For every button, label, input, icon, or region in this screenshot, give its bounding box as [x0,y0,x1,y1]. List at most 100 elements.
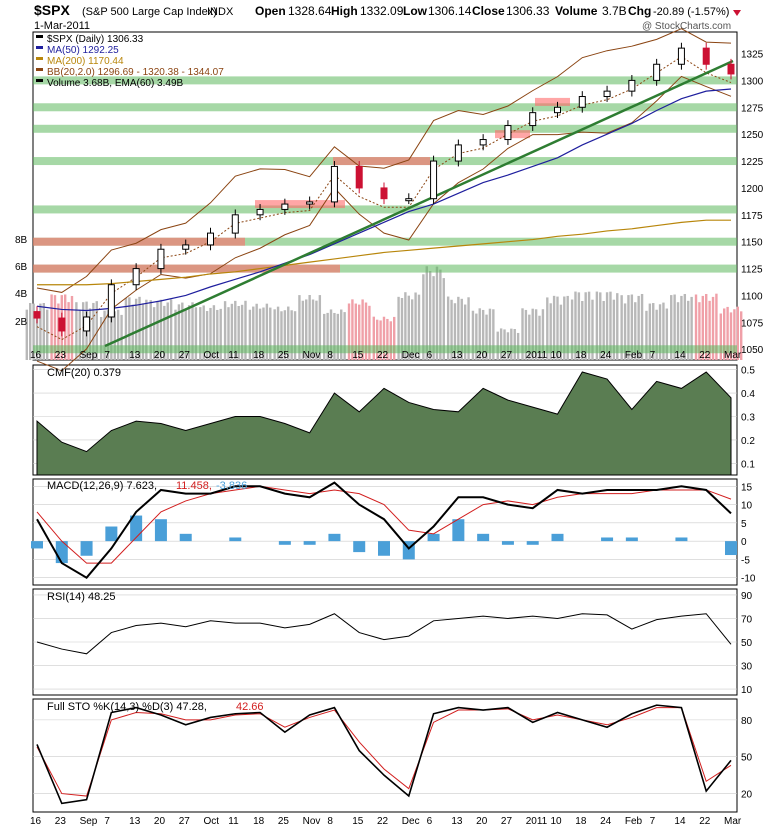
chg-value: -20.89 (-1.57%) [653,6,729,18]
volume-bar [698,302,701,360]
volume-bar [103,310,106,360]
x-tick-label: 11 [228,350,239,361]
tick-label: 20 [741,790,753,801]
volume-bar [78,309,81,360]
x-tick-label: 10 [551,816,563,827]
tick-label: 0.1 [741,459,755,470]
volume-bar [343,312,346,360]
volume-bar [581,300,584,360]
volume-bar [665,308,669,360]
legend-swatch [36,68,43,71]
volume-bar [513,329,516,360]
x-tick-label: Sep [80,350,98,361]
sto-k-line [36,704,732,805]
macd-histogram-bar [353,541,366,553]
x-tick-label: 16 [30,816,42,827]
x-tick-label: Oct [204,816,220,827]
volume-bar [676,302,680,360]
x-tick-label: 24 [600,350,612,361]
volume-bar [404,292,407,360]
volume-bar [240,304,244,360]
ma50-line [36,88,732,312]
volume-bar [634,302,637,360]
volume-bar [318,295,322,360]
candle-body [454,144,462,162]
volume-bar [326,312,329,360]
volume-bar [163,305,166,360]
macd-histogram-bar [303,541,316,545]
x-tick-label: 15 [352,350,364,361]
legend-swatch [36,57,43,60]
support-band [33,124,737,133]
volume-bar [488,308,492,360]
tick-label: 0.3 [741,412,755,423]
volume-bar [510,328,513,360]
volume-bar [658,304,662,360]
watermark: @ StockCharts.com [642,21,731,32]
x-tick-label: 20 [154,816,166,827]
volume-bar [169,299,173,360]
volume-label: Volume [555,4,598,18]
macd-histogram-bar [154,519,167,542]
candle-body [182,244,190,250]
legend-entry: $SPX (Daily) 1306.33 [47,34,144,45]
volume-bar [521,308,524,360]
volume-bar [414,292,417,360]
price-tick-label: 1175 [741,211,763,222]
x-tick-label: 24 [600,816,612,827]
volume-bar [199,307,202,360]
tick-label: 15 [741,482,753,493]
x-tick-label: Sep [80,816,98,827]
tick-label: 70 [741,614,753,625]
x-tick-label: 7 [650,350,656,361]
volume-bar [308,295,311,360]
candle-body [107,284,115,318]
volume-bar [95,301,98,360]
volume-bar [602,300,605,360]
volume-bar [591,299,594,360]
volume-tick-label: 8B [15,235,28,246]
x-tick-label: 8 [327,816,333,827]
close-value: 1306.33 [506,4,550,18]
legend-entry: Volume 3.68B, EMA(60) 3.49B [47,78,184,89]
volume-bar [255,303,258,360]
volume-bar [57,303,60,360]
volume-bar [361,299,364,360]
volume-bar [92,302,95,360]
macd-histogram-bar [80,541,93,556]
x-tick-label: 15 [352,816,364,827]
volume-bar [32,303,35,360]
macd-signal-value: 11.458, [176,480,212,492]
volume-bar [265,303,269,360]
macd-signal-line [36,485,732,564]
macd-histogram-bar [427,533,440,542]
x-tick-label: Nov [303,350,321,361]
x-tick-label: Dec [402,350,420,361]
x-tick-label: 18 [253,816,265,827]
volume-bar [358,304,361,360]
open-value: 1328.64 [288,4,332,18]
price-tick-label: 1275 [741,103,764,114]
volume-bar [524,309,528,360]
macd-histogram-bar [675,537,688,542]
volume-bar [290,310,293,360]
volume-bar [252,306,255,360]
legend-swatch [36,46,43,49]
candle-body [330,165,338,203]
volume-bar [340,309,343,360]
macd-histogram-bar [328,533,341,542]
macd-histogram-bar [725,541,737,556]
resistance-band [333,157,430,166]
volume-bar [446,296,450,360]
volume-bar [386,318,389,360]
macd-histogram-bar [477,533,490,542]
macd-histogram-bar [105,526,118,542]
volume-bar [407,295,410,360]
x-tick-label: 25 [278,816,290,827]
x-tick-label: 6 [427,816,433,827]
chart-header: $SPX (S&P 500 Large Cap Index) INDX 1-Ma… [34,2,741,32]
volume-bar [528,314,531,360]
volume-bar [106,310,110,360]
x-tick-label: 13 [451,816,463,827]
